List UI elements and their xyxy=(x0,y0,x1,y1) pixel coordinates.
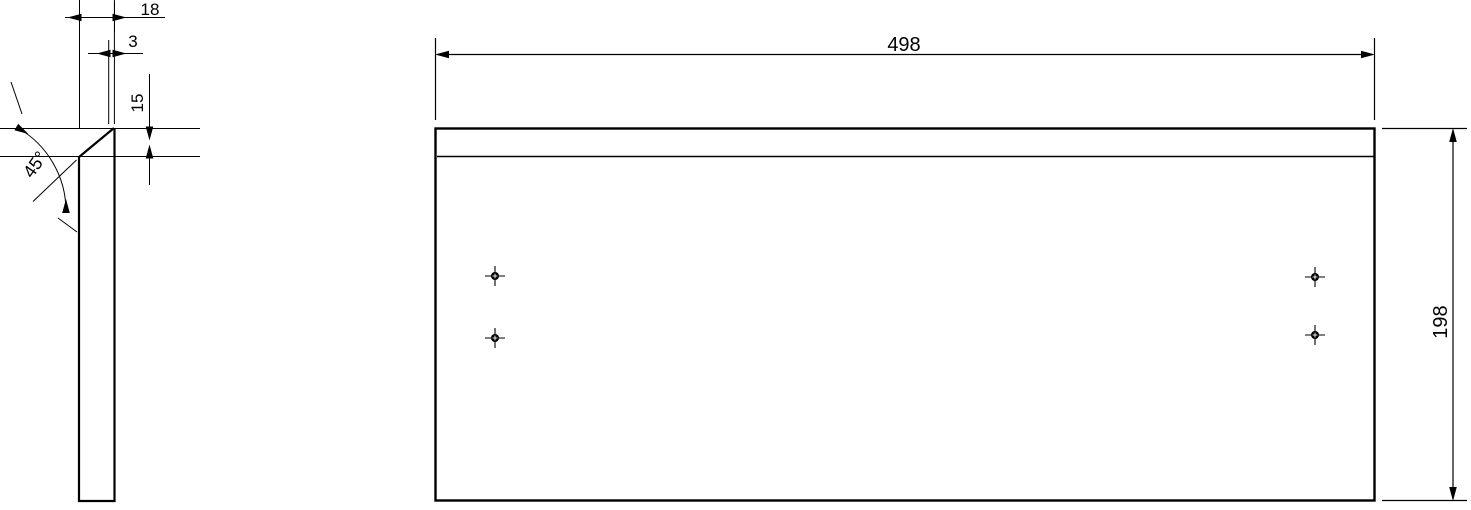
svg-text:3: 3 xyxy=(128,32,137,51)
svg-text:18: 18 xyxy=(141,0,160,19)
svg-text:198: 198 xyxy=(1430,305,1452,338)
svg-text:498: 498 xyxy=(887,34,920,56)
svg-text:15: 15 xyxy=(128,94,147,113)
